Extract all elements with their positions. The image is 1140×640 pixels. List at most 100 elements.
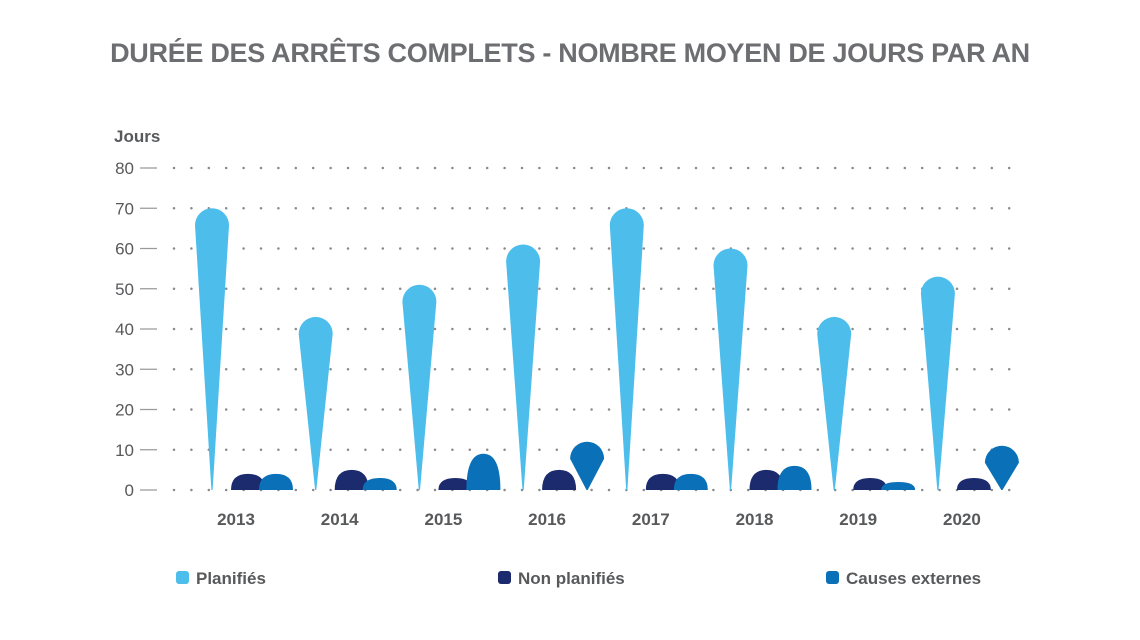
grid-dot: [433, 166, 437, 170]
grid-dot: [329, 368, 332, 371]
grid-dot: [712, 368, 715, 371]
grid-dot: [990, 247, 994, 250]
grid-dot: [712, 207, 715, 210]
grid-dot: [503, 408, 506, 411]
grid-dot: [868, 408, 872, 411]
grid-dot: [642, 327, 646, 331]
grid-dot: [816, 287, 820, 291]
grid-dot: [468, 327, 472, 331]
bar-planifies-2018: [713, 248, 748, 490]
grid-dot: [364, 247, 367, 250]
grid-dot: [277, 327, 280, 331]
grid-dot: [468, 207, 472, 210]
grid-dot: [346, 448, 350, 452]
grid-dot: [833, 207, 837, 210]
grid-dot: [224, 166, 228, 170]
grid-dot: [903, 327, 907, 331]
grid-dot: [851, 166, 854, 170]
grid-dot: [294, 327, 298, 331]
legend-item-planifies: Planifiés: [176, 569, 266, 588]
grid-dot: [816, 207, 820, 210]
grid-dot: [764, 247, 767, 250]
grid-dot: [190, 247, 193, 250]
grid-dot: [364, 287, 367, 291]
grid-dot: [1007, 166, 1011, 170]
grid-dot: [538, 287, 541, 291]
grid-dot: [294, 448, 298, 452]
grid-dot: [746, 166, 750, 170]
grid-dot: [520, 166, 524, 170]
grid-dot: [538, 448, 541, 452]
grid-dot: [764, 327, 767, 331]
bar-causes-externes-2017: [673, 473, 708, 490]
grid-dot: [172, 368, 176, 371]
grid-dot: [346, 327, 350, 331]
grid-dot: [468, 247, 472, 250]
grid-dot: [973, 408, 976, 411]
grid-dot: [277, 368, 280, 371]
grid-dot: [833, 287, 837, 291]
grid-dot: [259, 408, 263, 411]
y-tick-label: 50: [115, 280, 134, 299]
grid-dot: [799, 287, 802, 291]
grid-dot: [555, 287, 559, 291]
grid-dot: [920, 327, 924, 331]
grid-dot: [433, 368, 437, 371]
grid-dot: [364, 408, 367, 411]
x-tick-label: 2016: [528, 510, 566, 529]
grid-dot: [990, 408, 994, 411]
grid-dot: [955, 408, 959, 411]
grid-dot: [799, 247, 802, 250]
grid-dot: [572, 247, 576, 250]
grid-dot: [799, 408, 802, 411]
grid-dot: [1007, 207, 1011, 210]
grid-dot: [746, 488, 750, 492]
x-tick-label: 2015: [424, 510, 462, 529]
grid-dot: [955, 247, 959, 250]
grid-dot: [224, 327, 228, 331]
bar-causes-externes-2016: [570, 441, 605, 490]
grid-dot: [259, 207, 263, 210]
grid-dot: [868, 327, 872, 331]
grid-dot: [538, 408, 541, 411]
y-tick-label: 70: [115, 199, 134, 218]
grid-dot: [851, 448, 854, 452]
grid-dot: [764, 287, 767, 291]
grid-dot: [746, 368, 750, 371]
grid-dot: [172, 448, 176, 452]
grid-dot: [172, 327, 176, 331]
grid-dot: [294, 408, 298, 411]
bar-planifies-2019: [817, 316, 852, 490]
grid-dot: [938, 247, 941, 250]
grid-dot: [677, 408, 680, 411]
grid-dot: [990, 166, 994, 170]
grid-dot: [955, 207, 959, 210]
grid-dot: [381, 287, 385, 291]
grid-dot: [903, 408, 907, 411]
grid-dot: [990, 287, 994, 291]
grid-dot: [920, 207, 924, 210]
bar-non-planifies-2019: [853, 477, 888, 490]
grid-dot: [485, 448, 489, 452]
grid-dot: [433, 247, 437, 250]
grid-dot: [398, 368, 402, 371]
grid-dot: [607, 368, 611, 371]
grid-dot: [433, 327, 437, 331]
y-tick-label: 10: [115, 441, 134, 460]
grid-dot: [712, 488, 715, 492]
grid-dot: [503, 368, 506, 371]
x-tick-label: 2014: [321, 510, 359, 529]
grid-dot: [572, 287, 576, 291]
legend-swatch: [498, 571, 511, 584]
grid-dot: [955, 368, 959, 371]
grid-dot: [329, 207, 332, 210]
grid-dot: [1007, 488, 1011, 492]
grid-dot: [294, 287, 298, 291]
grid-dot: [451, 448, 454, 452]
grid-dot: [590, 327, 593, 331]
grid-dot: [920, 408, 924, 411]
chart-title: DURÉE DES ARRÊTS COMPLETS - NOMBRE MOYEN…: [110, 37, 1030, 68]
grid-dot: [224, 368, 228, 371]
grid-dot: [920, 247, 924, 250]
grid-dot: [659, 207, 663, 210]
